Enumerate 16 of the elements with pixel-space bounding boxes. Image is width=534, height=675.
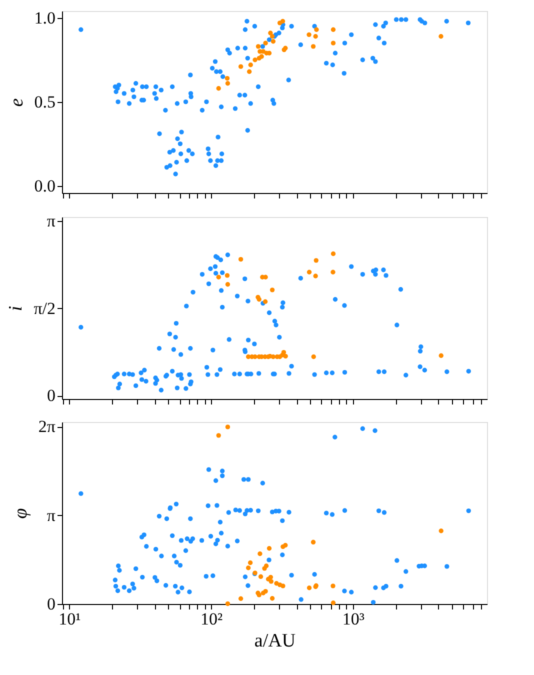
y-tick-label: 0.5: [34, 92, 56, 112]
y-tick-label: π/2: [34, 298, 56, 318]
y-tick-label: 0: [47, 594, 56, 614]
y-tick-label: 2π: [38, 417, 56, 436]
x-tick-label: 10²: [200, 610, 223, 628]
x-tick-label: 10¹: [58, 610, 81, 628]
y-tick-label: π: [46, 211, 56, 230]
y-tick-label: 1.0: [34, 8, 56, 28]
y-tick-label: π: [46, 506, 56, 525]
y-tick-label: 0.0: [34, 176, 56, 196]
x-tick-label: 10³: [342, 610, 365, 628]
y-axis-title: e: [6, 98, 28, 107]
y-axis-title: φ: [10, 508, 32, 519]
x-axis-title: a/AU: [254, 630, 296, 652]
y-tick-label: 0: [47, 386, 56, 406]
y-axis-title: i: [6, 306, 27, 312]
